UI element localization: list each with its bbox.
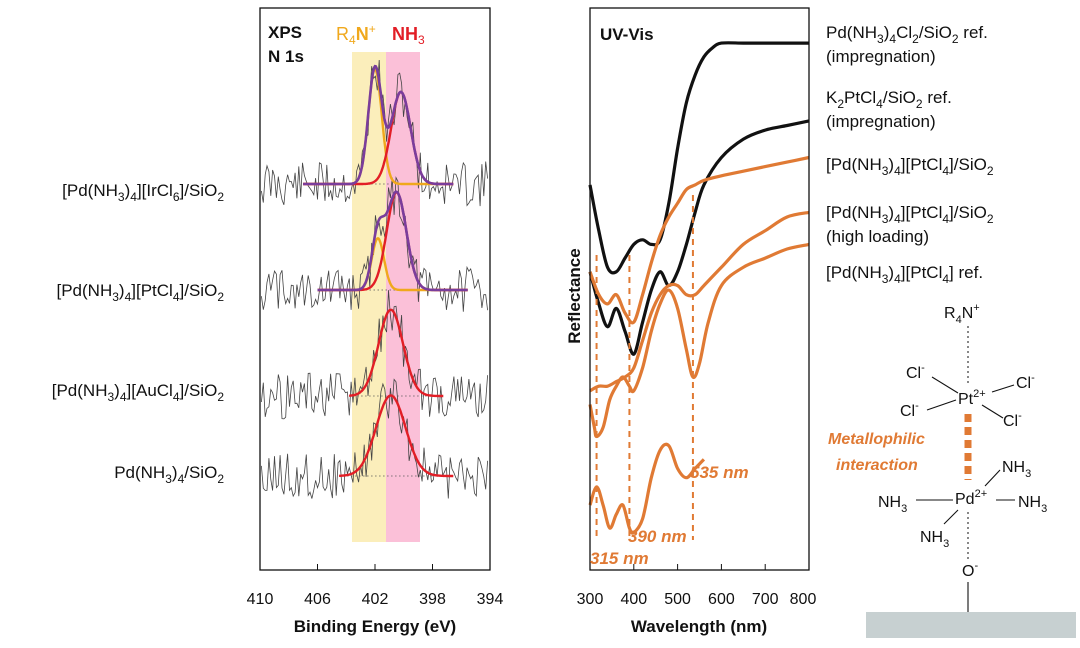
scheme-nh3-label: NH3 [878,494,907,515]
scheme-bond [981,404,1004,419]
xps-series-label: [Pd(NH3)4][AuCl4]/SiO2 [52,381,225,404]
nh3-band [386,52,420,542]
xps-x-ticks: 410 406 402 398 394 [247,564,504,608]
xps-x-axis-label: Binding Energy (eV) [294,617,456,636]
xps-series-label: Pd(NH3)4/SiO2 [114,463,224,486]
uvvis-tick-label: 700 [752,591,779,608]
uvvis-title: UV-Vis [600,25,654,44]
scheme-interaction-label-1: Metallophilic [828,431,925,448]
r4n-band [352,52,386,542]
scheme-pt-label: Pt2+ [958,388,986,408]
uvvis-axes-frame [589,7,810,571]
xps-fit-curves [303,64,469,478]
uvvis-legend-entry: [Pd(NH3)4][PtCl4] ref. [826,263,983,286]
xps-tick-label: 402 [362,591,389,608]
xps-tick-label: 394 [477,591,504,608]
scheme-nh3-label: NH3 [920,529,949,550]
uvvis-annotation-390: 390 nm [628,527,687,546]
scheme-cl-label: Cl- [1003,410,1022,430]
molecular-scheme: R4N+ Cl- Cl- Cl- Cl- Pt2+ Metallophilic … [828,302,1076,638]
uvvis-series-line [588,442,706,535]
legend-nh3: NH3 [392,24,425,47]
xps-series-label: [Pd(NH3)4][PtCl4]/SiO2 [56,281,224,304]
xps-raw-spectrum [261,59,488,207]
uvvis-series-line [588,119,810,356]
scheme-bond [991,384,1015,393]
scheme-support-surface [866,612,1076,638]
scheme-cl-label: Cl- [906,362,925,382]
uvvis-tick-label: 600 [708,591,735,608]
uvvis-tick-label: 500 [664,591,691,608]
xps-component-fit [339,394,454,478]
uvvis-series-line [588,242,810,439]
xps-series-label: [Pd(NH3)4][IrCl6]/SiO2 [62,181,224,204]
uvvis-tick-label: 800 [790,591,817,608]
uvvis-series-line [588,41,809,275]
scheme-bond [943,509,959,525]
uvvis-legend-entry: [Pd(NH3)4][PtCl4]/SiO2 [826,203,994,226]
scheme-o-label: O- [962,560,978,580]
scheme-cl-label: Cl- [900,400,919,420]
xps-raw-spectrum [261,378,488,499]
uvvis-legend-entry: Pd(NH3)4Cl2/SiO2 ref. [826,23,988,46]
scheme-pd-label: Pd2+ [955,488,987,508]
xps-tick-label: 398 [419,591,446,608]
uvvis-annotation-315: 315 nm [590,549,649,568]
uvvis-legend-entry-line2: (high loading) [826,227,929,246]
xps-tick-label: 410 [247,591,274,608]
uvvis-x-ticks: 300 400 500 600 700 800 [577,564,817,608]
xps-component-fit [349,308,444,398]
uvvis-legend-entry: K2PtCl4/SiO2 ref. [826,88,952,111]
legend-r4n: R4N+ [336,22,376,47]
scheme-bond [926,399,957,411]
xps-title-line2: N 1s [268,47,304,66]
uvvis-series-line [588,155,810,325]
scheme-r4n-label: R4N+ [944,302,980,326]
uvvis-legend-entry: [Pd(NH3)4][PtCl4]/SiO2 [826,155,994,178]
uvvis-legend: Pd(NH3)4Cl2/SiO2 ref. (impregnation) K2P… [826,23,994,286]
scheme-cl-label: Cl- [1016,372,1035,392]
uvvis-annotation-lines [595,195,694,540]
uvvis-legend-entry-line2: (impregnation) [826,47,936,66]
xps-tick-label: 406 [304,591,331,608]
scheme-bond [984,469,1001,487]
uvvis-panel: UV-Vis Reflectance 300 400 500 600 700 8… [565,7,994,636]
xps-envelope-fit [317,190,468,292]
xps-title-line1: XPS [268,23,302,42]
scheme-bond [931,376,959,394]
uvvis-y-axis-label: Reflectance [565,248,584,343]
uvvis-series-line [589,210,810,393]
scheme-nh3-label: NH3 [1002,459,1031,480]
uvvis-annotation-535: 535 nm [690,463,749,482]
uvvis-tick-label: 400 [620,591,647,608]
scheme-interaction-label-2: interaction [836,457,918,474]
uvvis-tick-label: 300 [577,591,604,608]
uvvis-x-axis-label: Wavelength (nm) [631,617,767,636]
uvvis-spectra [588,41,810,535]
uvvis-legend-entry-line2: (impregnation) [826,112,936,131]
scheme-nh3-label: NH3 [1018,494,1047,515]
xps-envelope-fit [303,64,454,186]
xps-panel: XPS N 1s R4N+ NH3 410 406 402 398 394 Bi… [52,7,504,636]
